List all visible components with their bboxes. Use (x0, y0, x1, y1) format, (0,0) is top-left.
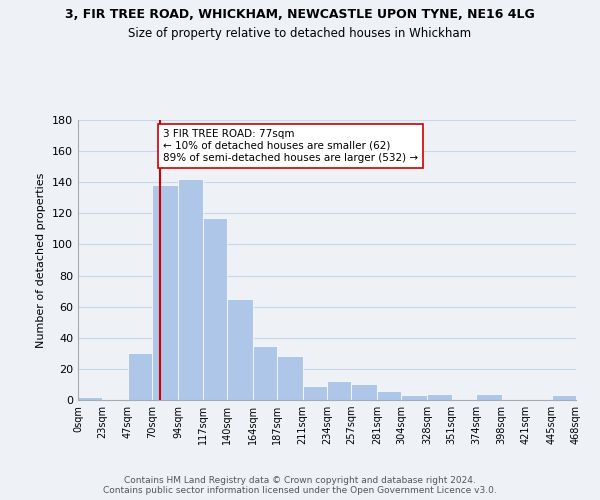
Text: Contains HM Land Registry data © Crown copyright and database right 2024.
Contai: Contains HM Land Registry data © Crown c… (103, 476, 497, 495)
Bar (551, 396, 576, 400)
Bar (352, 384, 377, 400)
Text: 3 FIR TREE ROAD: 77sqm
← 10% of detached houses are smaller (62)
89% of semi-det: 3 FIR TREE ROAD: 77sqm ← 10% of detached… (163, 130, 418, 162)
Bar (203, 218, 227, 400)
Bar (476, 394, 502, 400)
Bar (78, 397, 103, 400)
Bar (427, 394, 452, 400)
Bar (377, 390, 401, 400)
Bar (227, 299, 253, 400)
Bar (152, 186, 178, 400)
Bar (277, 356, 302, 400)
Bar (327, 382, 352, 400)
Bar (178, 179, 203, 400)
Bar (128, 354, 152, 400)
Bar (302, 386, 327, 400)
Text: 3, FIR TREE ROAD, WHICKHAM, NEWCASTLE UPON TYNE, NE16 4LG: 3, FIR TREE ROAD, WHICKHAM, NEWCASTLE UP… (65, 8, 535, 20)
Bar (253, 346, 277, 400)
Bar (401, 396, 427, 400)
Text: Size of property relative to detached houses in Whickham: Size of property relative to detached ho… (128, 28, 472, 40)
Y-axis label: Number of detached properties: Number of detached properties (37, 172, 46, 348)
